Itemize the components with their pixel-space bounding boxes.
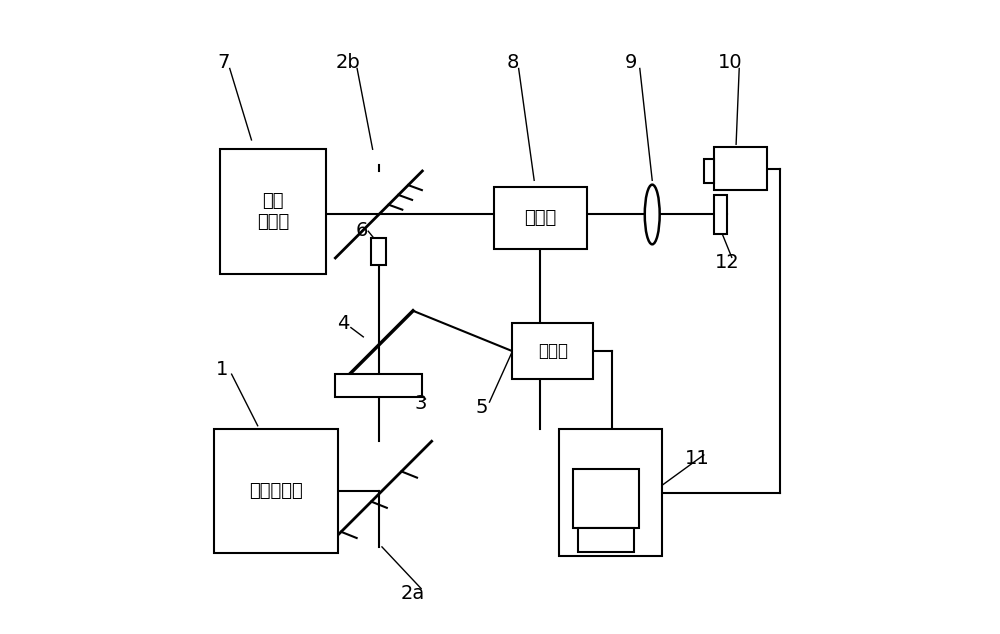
Text: 连续
激光器: 连续 激光器 [257, 192, 289, 231]
Bar [371, 238, 386, 266]
Ellipse shape [645, 184, 660, 244]
Text: 7: 7 [217, 53, 230, 72]
Bar [335, 374, 422, 396]
Text: 8: 8 [506, 53, 519, 72]
Text: 9: 9 [624, 53, 637, 72]
Text: 10: 10 [718, 53, 742, 72]
Text: 11: 11 [685, 449, 710, 468]
Bar [512, 323, 593, 379]
Bar [704, 159, 714, 183]
Bar [214, 429, 338, 553]
Text: 缩束器: 缩束器 [524, 209, 557, 226]
Text: 1: 1 [215, 360, 228, 379]
Bar [578, 528, 634, 552]
Text: 4: 4 [337, 314, 350, 333]
Text: 2b: 2b [335, 53, 360, 72]
Bar [220, 149, 326, 273]
Bar [573, 469, 639, 528]
Text: 能量计: 能量计 [538, 342, 568, 360]
Bar [494, 186, 587, 249]
Text: 2a: 2a [401, 584, 425, 603]
Text: 12: 12 [714, 253, 739, 272]
Bar [714, 195, 727, 235]
Text: 5: 5 [475, 398, 488, 417]
Bar [559, 429, 662, 556]
Bar [714, 147, 767, 190]
Text: 3: 3 [414, 394, 427, 413]
Text: 6: 6 [356, 221, 368, 240]
Text: 激光发生器: 激光发生器 [249, 482, 303, 500]
